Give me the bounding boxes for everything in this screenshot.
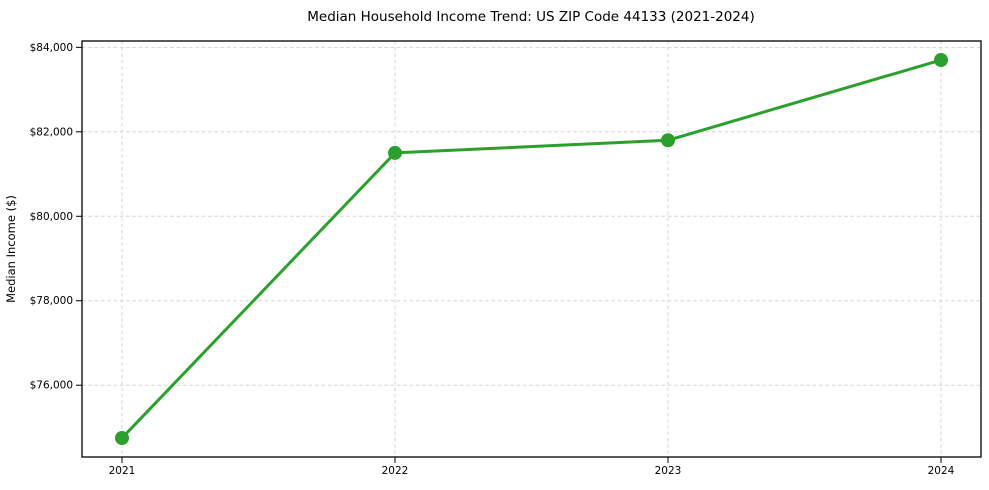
axis-ticks: [76, 46, 942, 463]
y-tick-label: $76,000: [30, 380, 73, 392]
chart-title: Median Household Income Trend: US ZIP Co…: [307, 9, 755, 25]
data-point: [934, 53, 948, 68]
data-point: [388, 145, 402, 160]
gridlines: [82, 41, 981, 457]
y-tick-label: $82,000: [30, 126, 73, 138]
x-tick-label: 2024: [928, 465, 955, 477]
trend-line: [120, 58, 943, 440]
y-tick-label: $78,000: [30, 295, 73, 307]
data-point: [115, 430, 129, 445]
y-tick-label: $84,000: [30, 42, 73, 54]
x-tick-label: 2021: [109, 465, 136, 477]
plot-frame: [81, 40, 982, 458]
x-tick-label: 2022: [382, 465, 409, 477]
axis-tick-labels: $76,000 $78,000 $80,000 $82,000 $84,000 2021 2…: [30, 42, 955, 477]
data-point: [661, 133, 675, 148]
y-tick-label: $80,000: [30, 211, 73, 223]
data-series: [115, 53, 948, 445]
x-tick-label: 2023: [655, 465, 682, 477]
y-axis-label: Median Income ($): [4, 195, 18, 303]
